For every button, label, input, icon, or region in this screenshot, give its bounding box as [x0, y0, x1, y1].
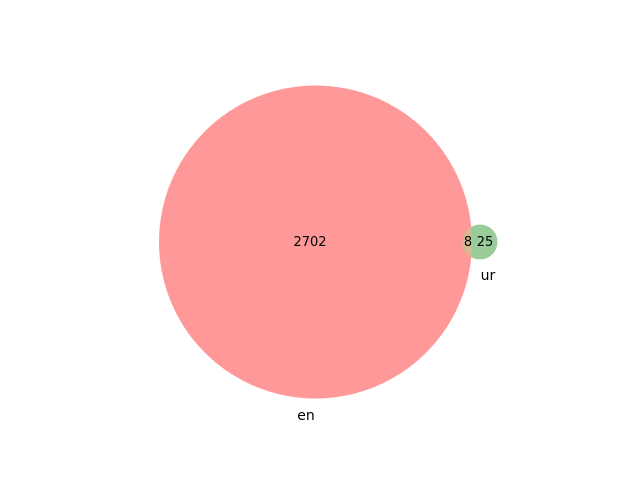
en-set-circle [159, 85, 472, 399]
ur-set-label: ur [481, 268, 496, 284]
en-only-count: 2702 [293, 235, 326, 250]
ur-only-count: 25 [477, 235, 494, 250]
overlap-count: 8 [464, 235, 472, 250]
overlap-region [462, 224, 472, 260]
en-set-label: en [297, 408, 315, 424]
